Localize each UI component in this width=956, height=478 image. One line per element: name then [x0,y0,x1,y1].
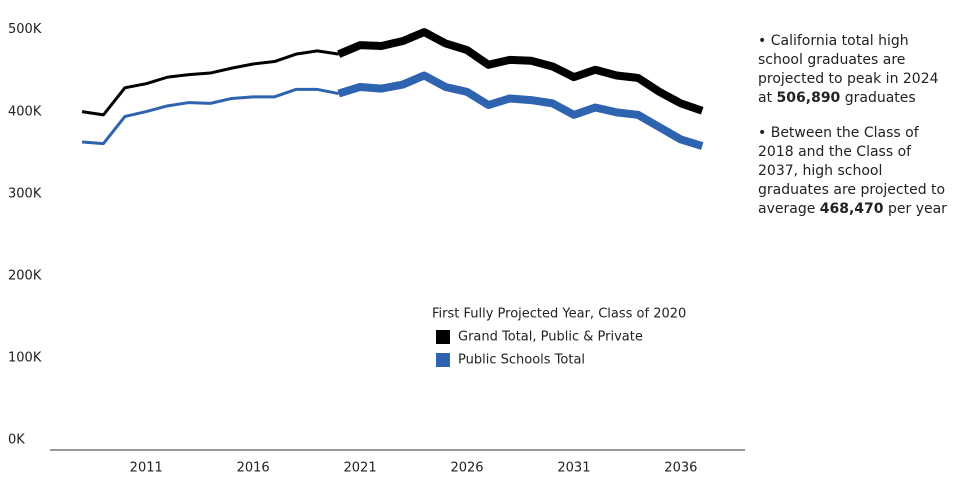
y-tick-label: 500K [8,22,42,37]
annotation: • California total high school graduates… [758,32,953,108]
annotation-text: • Between the Class of 2018 and the Clas… [758,125,946,217]
x-tick-label: 2031 [557,461,590,476]
annotation-highlight: 506,890 [776,90,841,106]
series-line [81,87,339,146]
annotation: • Between the Class of 2018 and the Clas… [758,124,953,219]
annotation-text: per year [883,201,947,217]
y-tick-label: 400K [8,104,42,119]
legend-swatch [436,330,450,344]
legend-label: Grand Total, Public & Private [458,330,643,345]
series-line [337,28,704,115]
x-tick-label: 2011 [130,461,163,476]
legend-swatch [436,353,450,367]
annotation-text: • California total high school graduates… [758,33,939,106]
annotation-text: graduates [840,90,916,106]
x-tick-label: 2016 [237,461,270,476]
series-line [337,71,704,150]
x-tick-label: 2036 [664,461,697,476]
x-tick-label: 2021 [344,461,377,476]
annotation-highlight: 468,470 [819,201,884,217]
series-line [81,49,339,117]
legend-title: First Fully Projected Year, Class of 202… [432,307,686,322]
y-tick-label: 0K [8,433,25,448]
y-tick-label: 300K [8,186,42,201]
annotations: • California total high school graduates… [758,32,953,235]
x-tick-label: 2026 [450,461,483,476]
y-tick-label: 100K [8,350,42,365]
y-tick-label: 200K [8,268,42,283]
legend-label: Public Schools Total [458,353,585,368]
